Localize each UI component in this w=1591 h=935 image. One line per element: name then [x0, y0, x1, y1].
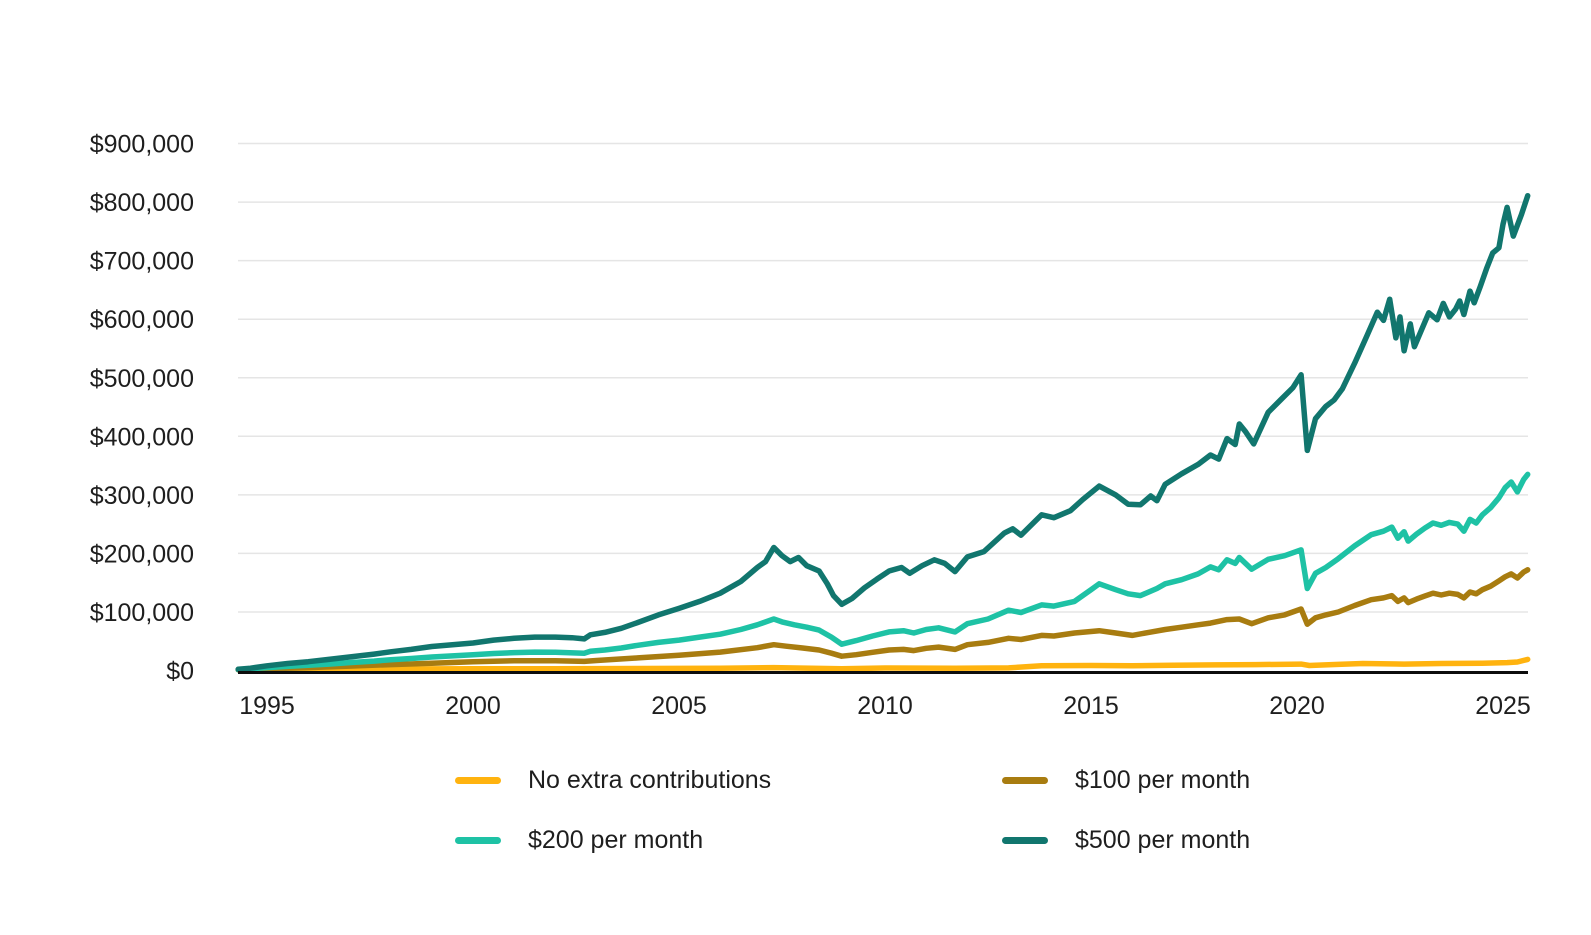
legend-swatch-500-per-month — [1002, 836, 1048, 844]
legend-label-500-per-month: $500 per month — [1075, 826, 1251, 854]
legend-swatch-200-per-month — [455, 836, 501, 844]
x-axis-tick-label: 2015 — [1063, 692, 1119, 720]
legend-label-200-per-month: $200 per month — [528, 826, 704, 854]
x-axis-tick-label: 2025 — [1475, 692, 1531, 720]
series-line-500-per-month — [235, 192, 1531, 673]
gridlines-group — [238, 142, 1528, 613]
legend-item-500-per-month[interactable]: $500 per month — [1002, 825, 1250, 855]
y-axis-tick-label: $400,000 — [90, 423, 194, 451]
x-axis-tick-label: 2005 — [651, 692, 707, 720]
x-axis-tick-label: 2000 — [445, 692, 501, 720]
legend-item-no-extra-contributions[interactable]: No extra contributions — [455, 765, 771, 795]
legend-label-100-per-month: $100 per month — [1075, 766, 1251, 794]
y-axis-tick-label: $500,000 — [90, 365, 194, 393]
series-lines-group — [235, 192, 1531, 673]
y-axis-tick-label: $0 — [166, 658, 194, 686]
series-line-200-per-month — [235, 471, 1531, 673]
legend-label-no-extra-contributions: No extra contributions — [528, 766, 772, 794]
x-axis-tick-label: 2010 — [857, 692, 913, 720]
y-axis-tick-label: $800,000 — [90, 189, 194, 217]
series-line-100-per-month — [235, 567, 1531, 673]
y-axis-tick-label: $300,000 — [90, 482, 194, 510]
x-axis-labels-group: 1995 2000 2005 2010 2015 2020 2025 — [239, 692, 1531, 720]
y-axis-tick-label: $600,000 — [90, 306, 194, 334]
legend-item-100-per-month[interactable]: $100 per month — [1002, 765, 1250, 795]
x-axis-tick-label: 1995 — [239, 692, 295, 720]
legend-item-200-per-month[interactable]: $200 per month — [455, 825, 703, 855]
y-axis-tick-label: $100,000 — [90, 599, 194, 627]
legend-swatch-100-per-month — [1002, 776, 1048, 784]
y-axis-tick-label: $900,000 — [90, 131, 194, 159]
y-axis-labels-group: $0 $100,000 $200,000 $300,000 $400,000 $500,0… — [90, 131, 194, 686]
y-axis-tick-label: $700,000 — [90, 248, 194, 276]
y-axis-tick-label: $200,000 — [90, 540, 194, 568]
series-line-no-extra-contributions — [235, 656, 1531, 673]
legend-swatch-no-extra-contributions — [455, 776, 501, 784]
x-axis-tick-label: 2020 — [1269, 692, 1325, 720]
